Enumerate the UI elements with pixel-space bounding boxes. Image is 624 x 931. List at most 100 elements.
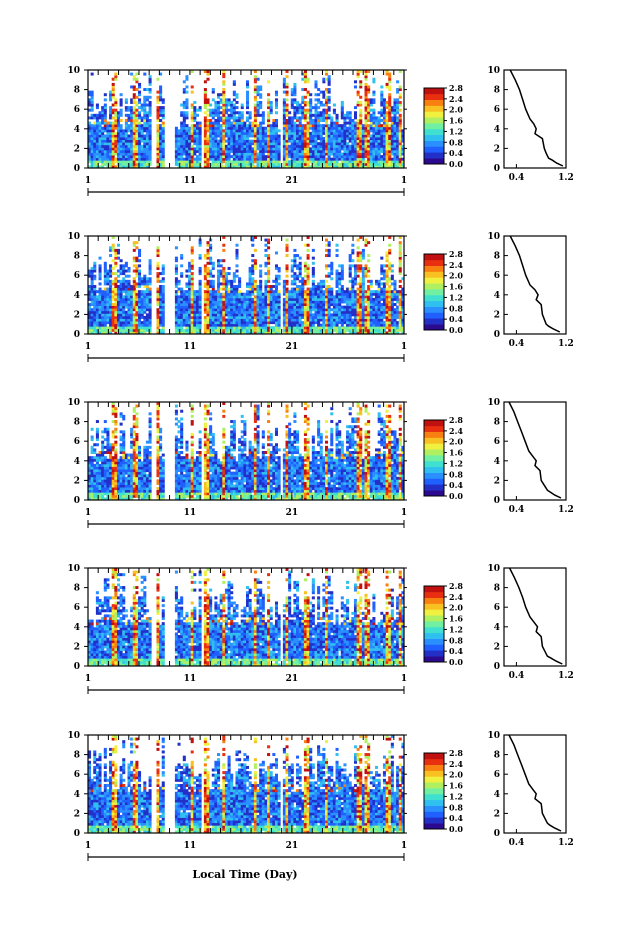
heatmap-cell xyxy=(325,147,329,151)
heatmap-cell xyxy=(235,303,239,307)
heatmap-cell xyxy=(325,331,329,335)
heatmap-cell xyxy=(332,310,336,314)
heatmap-cell xyxy=(311,165,315,169)
heatmap-cell xyxy=(235,290,239,294)
heatmap-cell xyxy=(227,315,231,319)
heatmap-cell xyxy=(93,308,97,312)
heatmap-cell xyxy=(224,287,228,291)
plot-frame xyxy=(87,69,405,169)
heatmap-cell xyxy=(206,121,210,125)
heatmap-cell xyxy=(124,261,128,265)
heatmap-cell xyxy=(253,116,257,120)
heatmap-cell xyxy=(103,144,107,148)
heatmap-cell xyxy=(327,292,331,296)
heatmap-cell xyxy=(372,126,376,130)
heatmap-cell xyxy=(274,100,278,104)
heatmap-cell xyxy=(353,137,357,141)
heatmap-cell xyxy=(306,308,310,312)
heatmap-cell xyxy=(353,149,357,153)
heatmap-cell xyxy=(340,331,344,335)
heatmap-cell xyxy=(369,155,373,159)
heatmap-cell xyxy=(98,134,102,138)
heatmap-cell xyxy=(322,292,326,296)
heatmap-cell xyxy=(330,131,334,135)
heatmap-cell xyxy=(235,106,239,110)
heatmap-cell xyxy=(138,290,142,294)
heatmap-cell xyxy=(240,160,244,164)
heatmap-cell xyxy=(309,108,313,112)
heatmap-cell xyxy=(267,160,271,164)
heatmap-cell xyxy=(382,155,386,159)
heatmap-cell xyxy=(161,113,165,117)
heatmap-cell xyxy=(380,137,384,141)
heatmap-cell xyxy=(145,88,149,92)
heatmap-cell xyxy=(261,131,265,135)
heatmap-cell xyxy=(288,310,292,314)
heatmap-cell xyxy=(248,290,252,294)
heatmap-cell xyxy=(143,119,147,122)
heatmap-cell xyxy=(325,328,329,332)
heatmap-cell xyxy=(293,264,297,268)
heatmap-cell xyxy=(190,246,194,250)
heatmap-cell xyxy=(90,147,94,151)
heatmap-cell xyxy=(93,147,97,151)
heatmap-cell xyxy=(159,290,163,294)
heatmap-cell xyxy=(209,290,213,294)
heatmap-cell xyxy=(138,124,142,128)
heatmap-cell xyxy=(95,124,99,128)
heatmap-cell xyxy=(248,292,252,296)
heatmap-cell xyxy=(285,113,289,117)
heatmap-cell xyxy=(309,157,313,161)
heatmap-cell xyxy=(114,113,118,117)
heatmap-cell xyxy=(285,121,289,125)
heatmap-cell xyxy=(219,274,223,278)
heatmap-cell xyxy=(203,272,207,276)
heatmap-cell xyxy=(232,108,236,112)
heatmap-cell xyxy=(145,279,149,283)
heatmap-cell xyxy=(401,152,405,156)
heatmap-cell xyxy=(398,70,402,73)
heatmap-cell xyxy=(135,149,139,153)
heatmap-cell xyxy=(122,269,126,273)
heatmap-cell xyxy=(132,137,136,141)
heatmap-cell xyxy=(301,129,305,133)
heatmap-cell xyxy=(248,303,252,307)
average-y-tick-label: 2 xyxy=(494,144,500,154)
heatmap-cell xyxy=(101,305,105,309)
heatmap-cell xyxy=(317,147,321,151)
heatmap-cell xyxy=(398,95,402,99)
heatmap-cell xyxy=(130,326,134,330)
heatmap-cell xyxy=(235,315,239,319)
heatmap-cell xyxy=(388,75,392,79)
heatmap-cell xyxy=(180,287,184,291)
heatmap-cell xyxy=(272,321,276,325)
heatmap-cell xyxy=(95,323,99,327)
heatmap-cell xyxy=(95,297,99,301)
heatmap-cell xyxy=(130,308,134,312)
heatmap-cell xyxy=(351,137,355,141)
heatmap-cell xyxy=(259,95,263,99)
heatmap-cell xyxy=(246,310,250,314)
heatmap-cell xyxy=(95,126,99,130)
heatmap-cell xyxy=(356,134,360,138)
heatmap-cell xyxy=(274,106,278,110)
heatmap-cell xyxy=(248,155,252,159)
heatmap-cell xyxy=(351,160,355,164)
heatmap-cell xyxy=(130,287,134,291)
heatmap-cell xyxy=(130,328,134,332)
heatmap-cell xyxy=(132,131,136,135)
heatmap-cell xyxy=(240,152,244,156)
heatmap-cell xyxy=(296,303,300,307)
heatmap-cell xyxy=(209,313,213,317)
heatmap-cell xyxy=(232,147,236,151)
heatmap-cell xyxy=(382,144,386,148)
heatmap-cell xyxy=(274,321,278,325)
heatmap-cell xyxy=(238,300,242,304)
heatmap-cell xyxy=(130,305,134,309)
heatmap-cell xyxy=(88,269,92,273)
heatmap-cell xyxy=(174,290,178,294)
heatmap-cell xyxy=(261,331,265,335)
heatmap-cell xyxy=(356,157,360,161)
heatmap-cell xyxy=(298,326,302,330)
heatmap-cell xyxy=(390,111,394,115)
